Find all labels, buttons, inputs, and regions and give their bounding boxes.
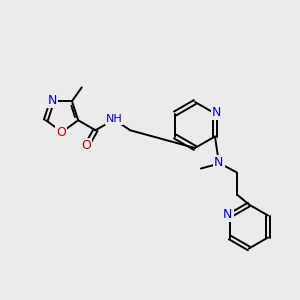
Text: O: O <box>81 140 91 152</box>
Text: N: N <box>212 106 222 119</box>
Text: N: N <box>47 94 57 107</box>
Text: N: N <box>223 208 232 221</box>
Text: O: O <box>56 125 66 139</box>
Text: NH: NH <box>105 114 122 124</box>
Text: N: N <box>214 156 224 169</box>
